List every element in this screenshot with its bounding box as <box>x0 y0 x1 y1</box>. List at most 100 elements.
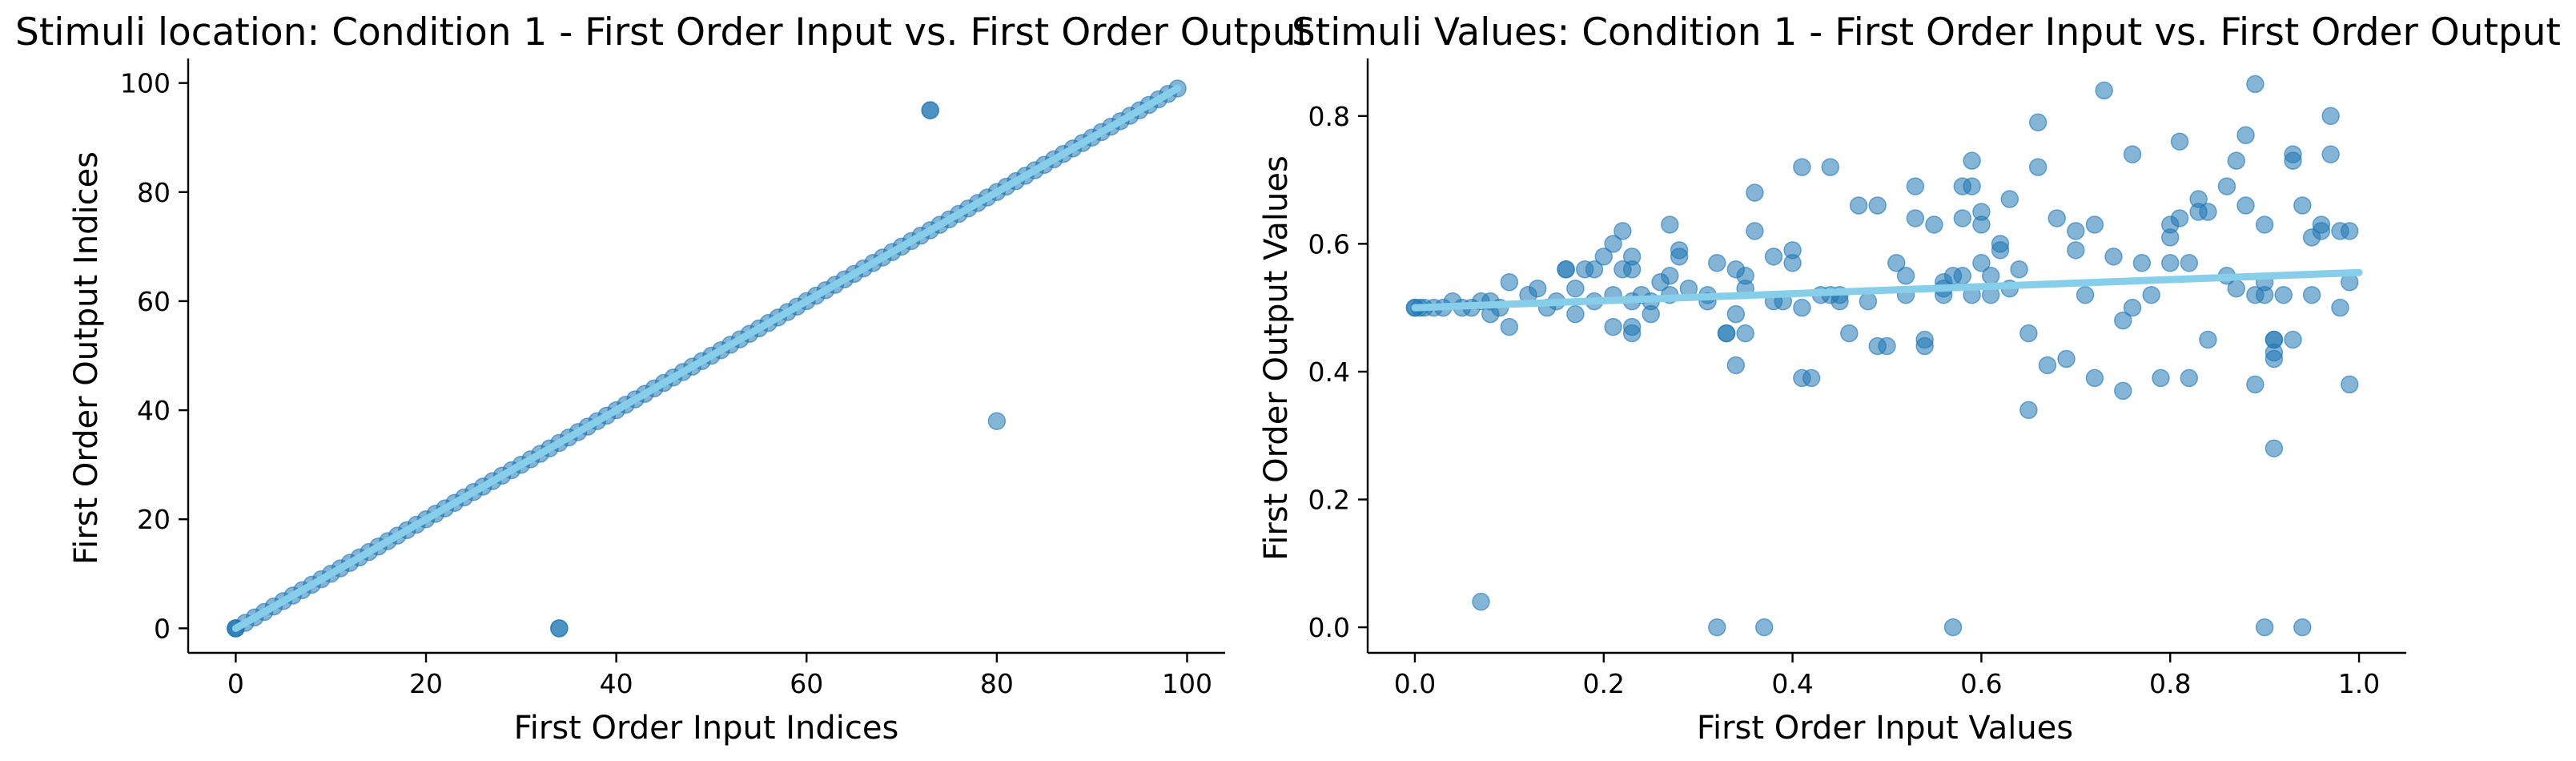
values-data-point <box>1585 260 1604 279</box>
values-data-point <box>1746 183 1764 202</box>
values-data-point <box>1802 368 1821 388</box>
values-chart: Stimuli Values: Condition 1 - First Orde… <box>1258 10 2561 747</box>
values-data-point <box>2255 215 2274 234</box>
values-data-point <box>1754 618 1774 637</box>
values-data-point <box>1746 222 1764 240</box>
location-plot-area: 0 20 40 60 80 100 0 20 40 60 80 100 <box>120 58 1225 699</box>
values-data-point <box>2028 158 2048 176</box>
values-x-tick-label: 0.0 <box>1394 668 1436 699</box>
values-data-point <box>2170 132 2189 151</box>
location-y-tick-label: 100 <box>120 68 171 99</box>
values-x-tick-label: 1.0 <box>2338 668 2380 699</box>
values-data-point <box>2152 368 2170 388</box>
location-data-point <box>550 619 569 638</box>
values-data-point <box>2284 145 2302 163</box>
values-data-point <box>1972 215 1991 234</box>
values-data-point <box>1793 158 1811 176</box>
values-data-point <box>2217 177 2236 195</box>
values-data-point <box>2010 260 2028 279</box>
values-data-point <box>2199 203 2217 221</box>
values-data-point <box>2236 126 2255 144</box>
values-data-point <box>2123 298 2142 317</box>
values-data-point <box>1963 177 1981 195</box>
values-data-point <box>1622 317 1642 336</box>
values-data-point <box>2132 254 2152 272</box>
values-data-point <box>1878 336 1896 356</box>
values-data-point <box>1528 279 1547 298</box>
values-data-point <box>1915 330 1934 349</box>
location-x-tick-label: 40 <box>600 668 633 699</box>
values-data-point <box>2104 248 2123 266</box>
values-data-point <box>2095 81 2113 100</box>
values-data-point <box>2246 74 2265 94</box>
location-x-tick-label: 80 <box>980 668 1014 699</box>
values-data-point <box>2114 381 2132 401</box>
values-data-point <box>1991 235 2010 253</box>
values-data-point <box>2227 151 2246 170</box>
values-data-point <box>1943 618 1963 637</box>
values-data-point <box>2321 107 2340 126</box>
location-x-axis-label: First Order Input Indices <box>514 710 899 747</box>
values-data-point <box>2293 618 2312 637</box>
values-data-point <box>2048 209 2066 227</box>
values-data-point <box>1594 248 1614 266</box>
values-data-point <box>2199 330 2217 349</box>
values-data-point <box>2274 285 2293 304</box>
values-data-point <box>2227 279 2246 298</box>
values-data-point <box>2312 222 2331 240</box>
values-data-point <box>1953 209 1972 227</box>
values-data-point <box>2085 215 2104 234</box>
values-y-tick-label: 0.2 <box>1308 485 1350 516</box>
values-data-point <box>1500 317 1519 336</box>
values-data-point <box>1717 324 1736 343</box>
values-data-point <box>2028 113 2048 132</box>
values-data-point <box>2331 298 2349 317</box>
values-data-point <box>1972 254 1991 272</box>
values-x-tick-label: 0.4 <box>1771 668 1813 699</box>
values-data-point <box>1896 267 1915 285</box>
values-data-point <box>2265 439 2284 457</box>
location-chart-title: Stimuli location: Condition 1 - First Or… <box>15 10 1311 54</box>
values-data-point <box>2114 311 2132 330</box>
values-data-point <box>2265 349 2284 368</box>
values-data-point <box>1708 618 1726 637</box>
values-data-point <box>2019 401 2038 420</box>
values-data-point <box>2160 254 2180 272</box>
values-data-point <box>1472 592 1490 611</box>
values-data-point <box>2321 145 2340 163</box>
values-data-point <box>2255 618 2274 637</box>
values-data-point <box>1736 324 1754 343</box>
location-data-point <box>987 412 1007 430</box>
values-data-point <box>2180 368 2199 388</box>
location-y-tick-label: 80 <box>137 177 171 208</box>
location-x-tick-label: 0 <box>227 668 244 699</box>
location-y-axis-label: First Order Output Indices <box>68 151 105 565</box>
values-data-point <box>1708 254 1726 272</box>
values-data-point <box>1726 356 1746 375</box>
location-y-tick-label: 40 <box>137 395 171 426</box>
values-data-point <box>1821 158 1840 176</box>
values-data-point <box>2180 254 2199 272</box>
location-y-tick-label: 60 <box>137 286 171 317</box>
values-data-point <box>1925 215 1943 234</box>
values-data-point <box>1783 241 1802 260</box>
location-data-point <box>921 101 939 119</box>
values-data-point <box>1963 151 1981 170</box>
values-data-point <box>1557 260 1575 279</box>
values-y-axis-label: First Order Output Values <box>1258 155 1295 561</box>
values-data-point <box>1604 235 1622 253</box>
location-x-tick-label: 20 <box>409 668 443 699</box>
values-data-point <box>1887 254 1906 272</box>
values-x-axis-label: First Order Input Values <box>1697 710 2073 747</box>
values-data-point <box>1726 304 1746 324</box>
values-y-tick-label: 0.0 <box>1308 612 1350 643</box>
values-x-tick-label: 0.6 <box>1960 668 2002 699</box>
values-data-point <box>2076 285 2095 304</box>
values-y-tick-label: 0.8 <box>1308 101 1350 132</box>
values-data-point <box>1566 304 1585 324</box>
values-data-point <box>1868 196 1887 215</box>
values-x-tick-label: 0.8 <box>2149 668 2191 699</box>
values-data-point <box>2236 196 2255 215</box>
values-data-point <box>1793 298 1811 317</box>
